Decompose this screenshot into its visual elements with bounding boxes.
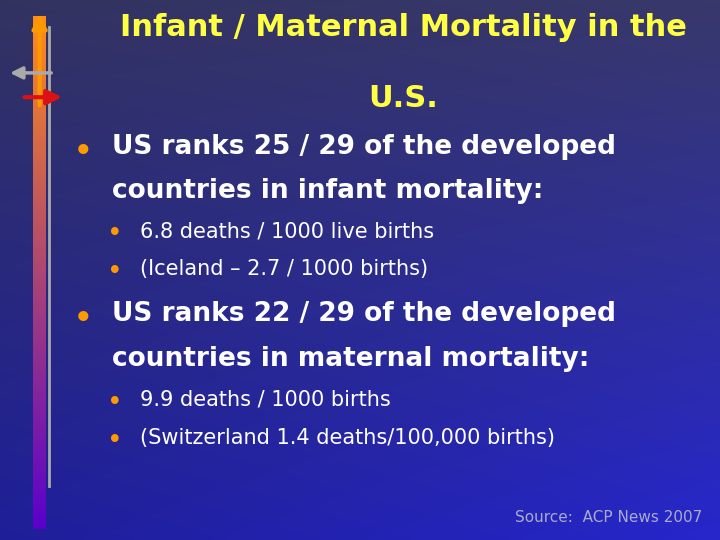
Text: •: • bbox=[73, 302, 93, 336]
Text: 6.8 deaths / 1000 live births: 6.8 deaths / 1000 live births bbox=[140, 221, 435, 241]
Text: countries in maternal mortality:: countries in maternal mortality: bbox=[112, 346, 589, 372]
Text: •: • bbox=[107, 221, 123, 247]
Text: •: • bbox=[107, 390, 123, 416]
Text: US ranks 22 / 29 of the developed: US ranks 22 / 29 of the developed bbox=[112, 301, 616, 327]
Text: US ranks 25 / 29 of the developed: US ranks 25 / 29 of the developed bbox=[112, 134, 616, 160]
Text: (Iceland – 2.7 / 1000 births): (Iceland – 2.7 / 1000 births) bbox=[140, 259, 428, 279]
Text: •: • bbox=[107, 428, 123, 454]
Text: (Switzerland 1.4 deaths/100,000 births): (Switzerland 1.4 deaths/100,000 births) bbox=[140, 428, 555, 448]
Text: countries in infant mortality:: countries in infant mortality: bbox=[112, 178, 543, 204]
Text: •: • bbox=[73, 135, 93, 169]
Text: Source:  ACP News 2007: Source: ACP News 2007 bbox=[515, 510, 702, 525]
Text: •: • bbox=[107, 259, 123, 285]
Text: 9.9 deaths / 1000 births: 9.9 deaths / 1000 births bbox=[140, 390, 391, 410]
Text: Infant / Maternal Mortality in the: Infant / Maternal Mortality in the bbox=[120, 14, 687, 43]
Text: U.S.: U.S. bbox=[368, 84, 438, 113]
